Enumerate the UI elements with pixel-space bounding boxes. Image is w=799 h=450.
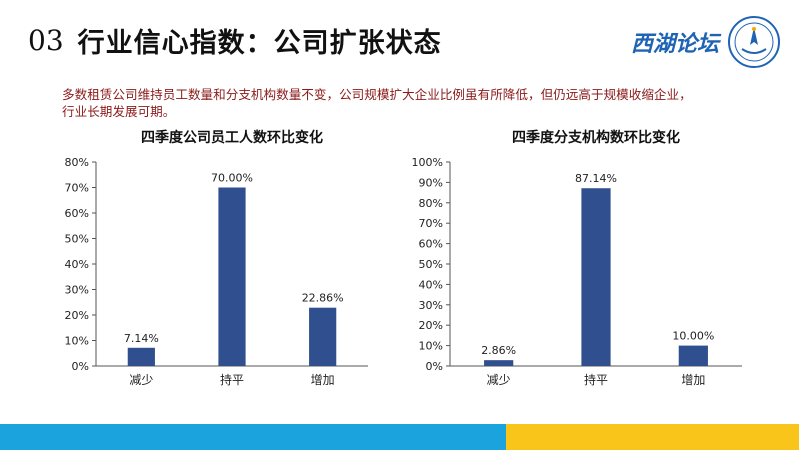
chart-employee-change: 四季度公司员工人数环比变化 0% 10% 20% 30% 40% 50% 60% 70% 80% 7…: [38, 128, 378, 398]
description-text: 多数租赁公司维持员工数量和分支机构数量不变，公司规模扩大企业比例虽有所降低，但仍…: [62, 87, 692, 119]
x-tick-label: 持平: [220, 372, 244, 387]
chart-branch-svg: 四季度分支机构数环比变化 0% 10% 20% 30% 40% 50% 60% 70% 80% 90…: [412, 129, 742, 387]
y-tick-label: 20%: [65, 309, 89, 322]
x-tick-label: 增加: [681, 373, 705, 387]
x-tick-label: 增加: [311, 373, 335, 387]
y-tick-label: 70%: [419, 217, 443, 230]
y-tick-label: 40%: [65, 258, 89, 271]
chart-employee-svg: 四季度公司员工人数环比变化 0% 10% 20% 30% 40% 50% 60% 70% 80% 7…: [65, 129, 368, 387]
data-label: 22.86%: [302, 292, 344, 305]
y-tick-label: 50%: [65, 233, 89, 246]
data-label: 10.00%: [672, 330, 714, 343]
data-label: 87.14%: [575, 172, 617, 185]
y-tick-label: 60%: [419, 238, 443, 251]
section-number: 03: [28, 23, 64, 57]
y-tick-label: 0%: [426, 360, 443, 373]
y-tick-label: 80%: [419, 197, 443, 210]
footer-bar-blue: [0, 424, 506, 450]
y-tick-label: 20%: [419, 319, 443, 332]
logo-text: 西湖论坛: [630, 31, 719, 57]
y-tick-label: 10%: [65, 335, 89, 348]
bar: [309, 307, 337, 366]
data-label: 2.86%: [481, 344, 516, 357]
y-tick-label: 80%: [65, 156, 89, 169]
y-tick-label: 10%: [419, 340, 443, 353]
bar: [218, 187, 246, 366]
chart-branch-change: 四季度分支机构数环比变化 0% 10% 20% 30% 40% 50% 60% 70% 80% 90…: [400, 128, 750, 398]
bar: [484, 360, 514, 366]
data-label: 70.00%: [211, 172, 253, 185]
y-tick-label: 60%: [65, 207, 89, 220]
bar: [678, 345, 708, 366]
y-tick-label: 30%: [65, 284, 89, 297]
y-tick-label: 90%: [419, 176, 443, 189]
x-tick-label: 持平: [584, 372, 608, 387]
y-tick-label: 100%: [412, 156, 443, 169]
y-tick-label: 50%: [419, 258, 443, 271]
footer-bar-yellow: [506, 424, 799, 450]
logo: 西湖论坛: [631, 14, 781, 70]
x-tick-label: 减少: [129, 373, 153, 387]
chart-title: 四季度分支机构数环比变化: [512, 129, 680, 146]
y-tick-label: 0%: [72, 360, 89, 373]
chart-title: 四季度公司员工人数环比变化: [141, 129, 323, 146]
x-tick-label: 减少: [487, 373, 511, 387]
seal-icon: [728, 16, 780, 68]
data-label: 7.14%: [124, 332, 159, 345]
y-tick-label: 30%: [419, 299, 443, 312]
y-tick-label: 70%: [65, 182, 89, 195]
page-header: 03 行业信心指数：公司扩张状态: [28, 16, 442, 64]
bar: [581, 188, 611, 366]
y-tick-label: 40%: [419, 278, 443, 291]
bar: [127, 347, 155, 366]
page-title: 行业信心指数：公司扩张状态: [77, 27, 442, 59]
